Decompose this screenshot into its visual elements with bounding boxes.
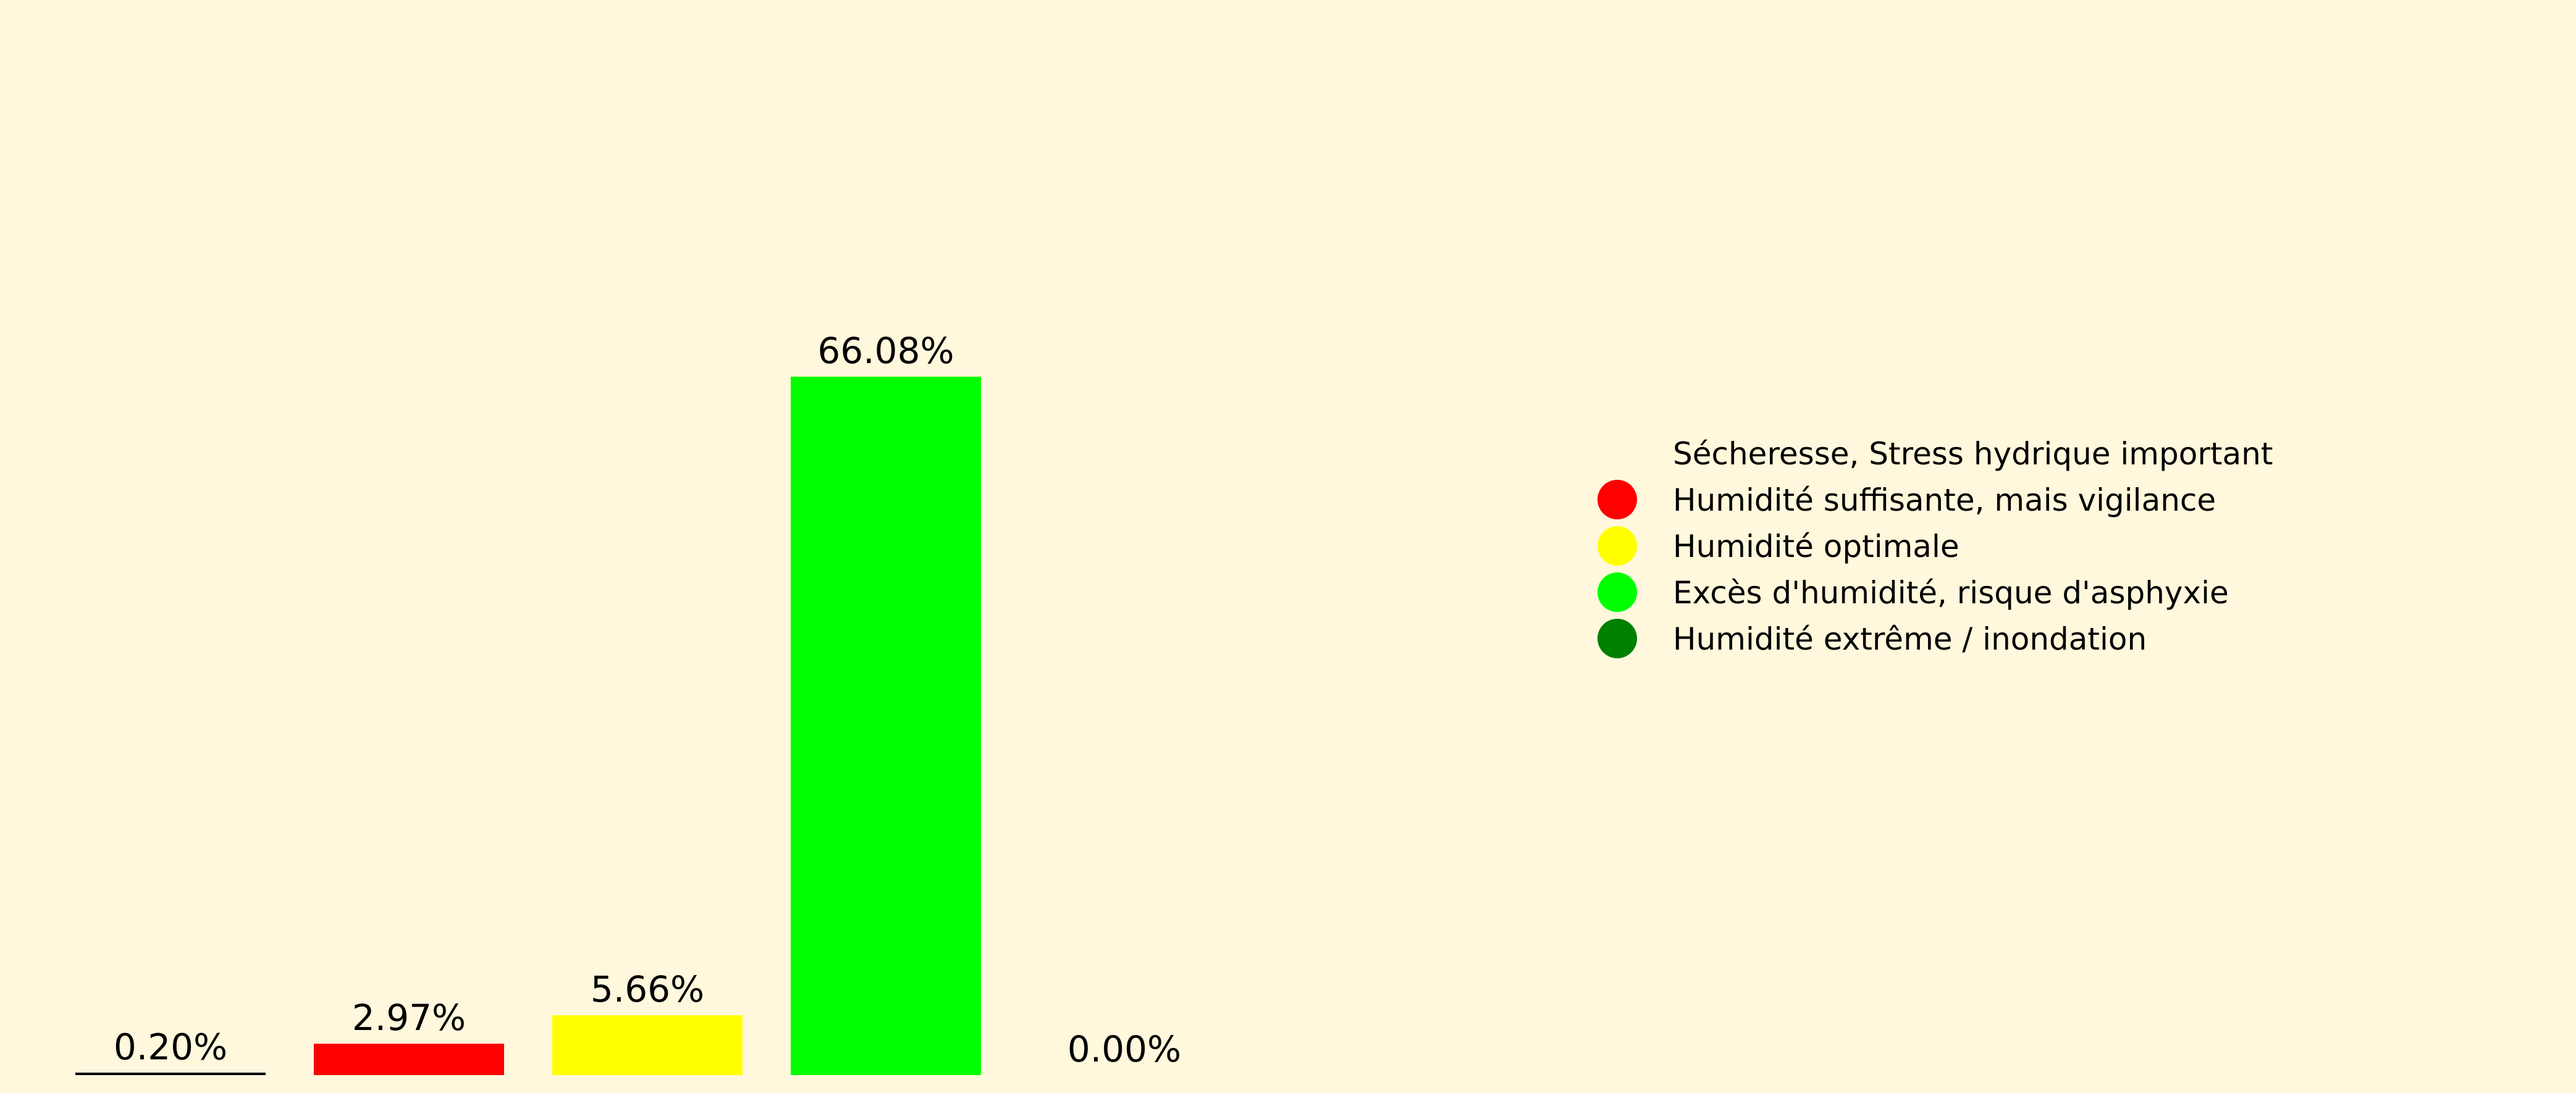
- bar-labels-group: 0.20% 2.97% 5.66% 66.08% 0.00%: [114, 330, 1181, 1070]
- legend-marker-exces-d-humidite-risque-d-asphyxie: [1597, 572, 1637, 612]
- bar-value-label-exces-d-humidite-risque-d-asphyxie: 66.08%: [817, 330, 954, 372]
- bar-exces-d-humidite-risque-d-asphyxie: [791, 377, 981, 1075]
- bars-group: [75, 377, 981, 1075]
- legend-marker-humidite-extreme-inondation: [1597, 619, 1637, 658]
- legend-label-exces-d-humidite-risque-d-asphyxie: Excès d'humidité, risque d'asphyxie: [1673, 575, 2229, 611]
- legend-label-humidite-suffisante-mais-vigilance: Humidité suffisante, mais vigilance: [1673, 482, 2216, 518]
- legend: Sécheresse, Stress hydrique important Hum…: [1597, 433, 2273, 658]
- legend-marker-humidite-suffisante-mais-vigilance: [1597, 480, 1637, 519]
- bar-humidite-suffisante-mais-vigilance: [314, 1044, 504, 1075]
- bar-value-label-secheresse-stress-hydrique-important: 0.20%: [114, 1026, 227, 1068]
- legend-marker-secheresse-stress-hydrique-important: [1597, 433, 1637, 473]
- legend-label-humidite-extreme-inondation: Humidité extrême / inondation: [1673, 621, 2147, 657]
- bar-value-label-humidite-optimale: 5.66%: [591, 968, 704, 1010]
- bar-value-label-humidite-extreme-inondation: 0.00%: [1067, 1028, 1181, 1070]
- bar-value-label-humidite-suffisante-mais-vigilance: 2.97%: [352, 997, 466, 1039]
- legend-label-humidite-optimale: Humidité optimale: [1673, 529, 1959, 564]
- legend-label-secheresse-stress-hydrique-important: Sécheresse, Stress hydrique important: [1673, 436, 2273, 472]
- bar-humidite-optimale: [552, 1015, 743, 1075]
- legend-marker-humidite-optimale: [1597, 526, 1637, 566]
